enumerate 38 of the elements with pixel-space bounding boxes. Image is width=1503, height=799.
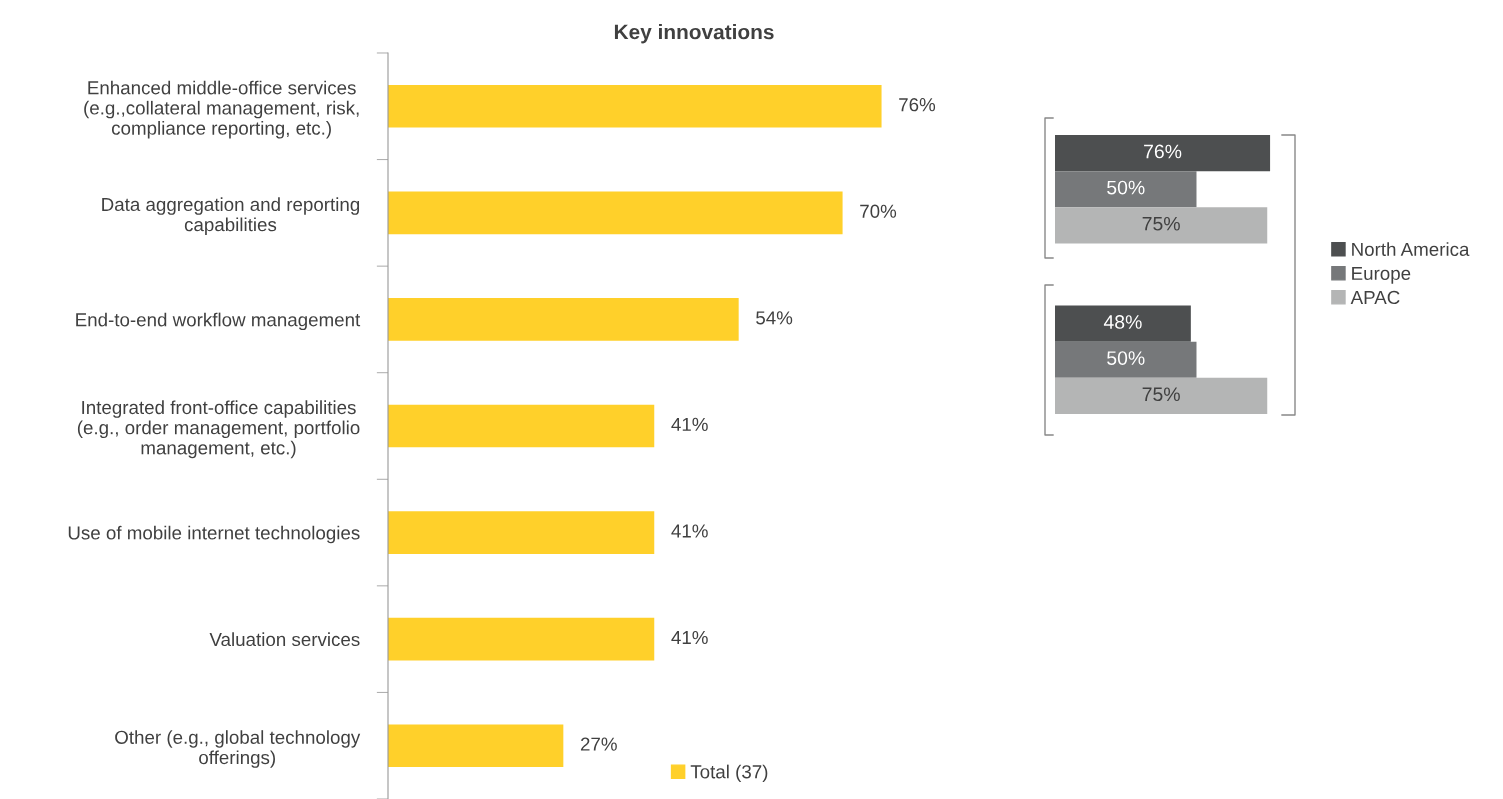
y-tick-label: Valuation services xyxy=(209,632,360,647)
y-tick-label: Other (e.g., global technology offerings) xyxy=(115,730,361,768)
bar xyxy=(388,511,655,554)
bar xyxy=(1055,305,1191,342)
y-tick-label: End-to-end workflow management xyxy=(76,312,361,331)
data-label: 76% xyxy=(899,98,936,112)
y-tick-label: Enhanced middle-office services (e.g.,collateral management, risk, compliance reporting, etc.) xyxy=(84,80,359,139)
data-label: 48% xyxy=(1103,315,1142,329)
bar xyxy=(1055,171,1197,208)
data-label: 50% xyxy=(1107,180,1145,195)
data-label: 76% xyxy=(1144,144,1182,159)
data-label: 27% xyxy=(580,737,617,751)
data-label: 41% xyxy=(671,630,708,645)
y-tick-label: Data aggregation and reporting capabilities xyxy=(102,197,360,235)
legend-label: Europe xyxy=(1352,266,1411,284)
bar xyxy=(1055,377,1268,414)
legend-label: North America xyxy=(1352,242,1470,256)
bar xyxy=(388,84,882,128)
bar xyxy=(388,617,655,661)
bar xyxy=(1055,341,1197,378)
y-tick-label: Integrated front-office capabilities (e.g., order management, portfolio management, etc.) xyxy=(77,400,360,459)
bar xyxy=(1055,207,1268,244)
data-label: 75% xyxy=(1142,387,1180,402)
legend-label: Total (37) xyxy=(690,764,768,783)
data-label: 41% xyxy=(671,417,708,431)
data-label: 54% xyxy=(756,311,793,325)
legend-label: APAC xyxy=(1350,290,1400,305)
data-label: 50% xyxy=(1107,351,1145,365)
bar xyxy=(388,724,564,768)
bar xyxy=(388,298,739,341)
data-label: 70% xyxy=(860,204,897,218)
y-tick-label: Use of mobile internet technologies xyxy=(68,525,360,544)
bar xyxy=(388,404,655,448)
bar xyxy=(1055,135,1271,172)
data-label: 41% xyxy=(671,524,708,538)
bar xyxy=(388,191,843,235)
chart-title: Key innovations xyxy=(614,24,774,44)
data-label: 75% xyxy=(1142,216,1180,231)
